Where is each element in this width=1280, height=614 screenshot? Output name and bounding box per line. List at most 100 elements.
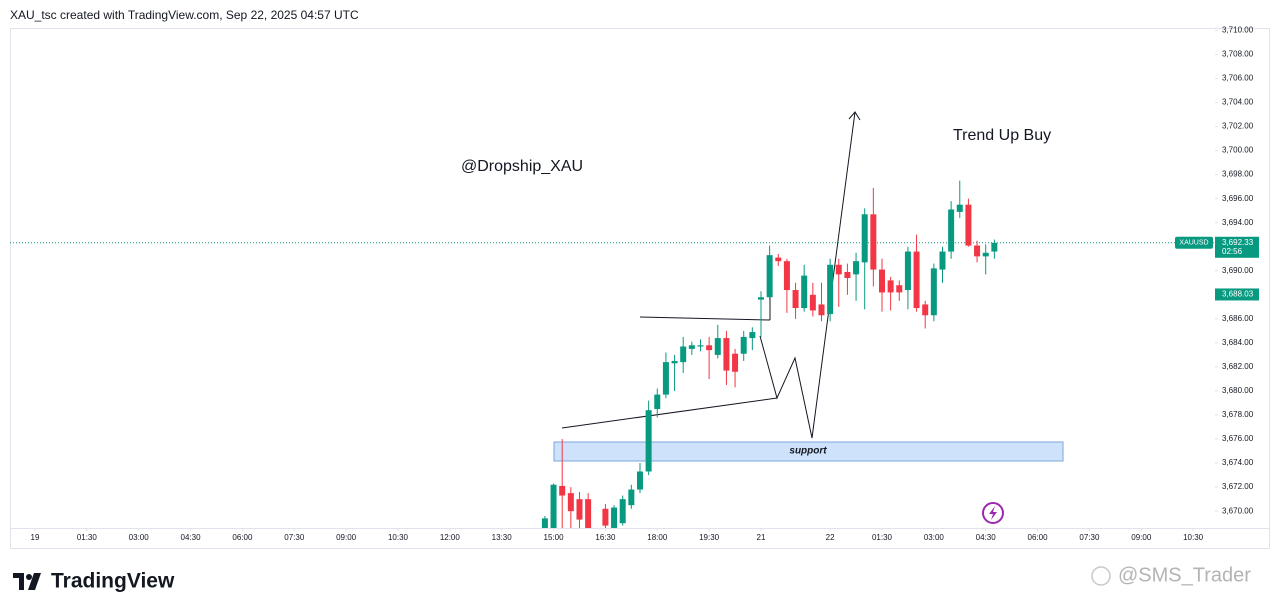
candle-body bbox=[671, 360, 678, 364]
price-label-box bbox=[1215, 288, 1259, 301]
y-tick-label: 3,698.00 bbox=[1222, 170, 1254, 179]
candle-body bbox=[965, 204, 972, 246]
x-tick-label: 12:00 bbox=[440, 533, 461, 542]
logo-shape bbox=[28, 573, 41, 590]
alert-icon-bolt bbox=[989, 506, 997, 520]
candle-body bbox=[844, 271, 851, 278]
candle-body bbox=[662, 362, 669, 395]
y-tick-label: 3,672.00 bbox=[1222, 482, 1254, 491]
candle-body bbox=[809, 294, 816, 311]
logo-shape bbox=[13, 573, 24, 590]
y-tick-label: 3,704.00 bbox=[1222, 98, 1254, 107]
symbol-label: XAUUSD bbox=[1179, 240, 1208, 247]
candle-body bbox=[602, 508, 609, 526]
candle-body bbox=[766, 255, 773, 298]
candle-body bbox=[636, 471, 643, 490]
x-tick-label: 18:00 bbox=[647, 533, 668, 542]
y-tick-label: 3,694.00 bbox=[1222, 218, 1254, 227]
candle-body bbox=[654, 394, 661, 410]
projection-path bbox=[759, 111, 856, 439]
candle-body bbox=[974, 245, 981, 257]
candle-body bbox=[887, 280, 894, 293]
candle-body bbox=[541, 518, 548, 528]
chart-title: XAU_tsc created with TradingView.com, Se… bbox=[10, 8, 359, 22]
candle-body bbox=[749, 332, 756, 339]
x-tick-label: 10:30 bbox=[388, 533, 409, 542]
y-tick-label: 3,702.00 bbox=[1222, 122, 1254, 131]
y-tick-label: 3,706.00 bbox=[1222, 74, 1254, 83]
candle-body bbox=[576, 499, 583, 520]
resistance-line bbox=[639, 316, 771, 321]
y-tick-label: 3,690.00 bbox=[1222, 266, 1254, 275]
candle-body bbox=[801, 275, 808, 309]
candle-body bbox=[723, 338, 730, 371]
candle-body bbox=[732, 353, 739, 372]
candle-body bbox=[904, 251, 911, 291]
candle-body bbox=[559, 485, 566, 496]
x-tick-label: 10:30 bbox=[1183, 533, 1204, 542]
logo-shape bbox=[26, 574, 32, 580]
trend-line bbox=[561, 397, 778, 429]
x-tick-label: 09:00 bbox=[336, 533, 357, 542]
y-tick-label: 3,696.00 bbox=[1222, 194, 1254, 203]
x-tick-label: 19 bbox=[31, 533, 40, 542]
candle-body bbox=[680, 346, 687, 363]
last-price-box bbox=[1215, 236, 1259, 258]
x-tick-label: 22 bbox=[826, 533, 835, 542]
candle-body bbox=[853, 261, 860, 275]
candle-body bbox=[697, 345, 704, 347]
candle-body bbox=[567, 493, 574, 512]
x-tick-label: 15:00 bbox=[544, 533, 565, 542]
candle-body bbox=[835, 264, 842, 275]
x-tick-label: 03:00 bbox=[129, 533, 150, 542]
brand: TradingView bbox=[51, 570, 175, 593]
last-price-label: 3,692.33 bbox=[1222, 238, 1254, 247]
candle-body bbox=[922, 304, 929, 316]
y-tick-label: 3,710.00 bbox=[1222, 26, 1254, 35]
candle-body bbox=[619, 499, 626, 524]
candle-body bbox=[982, 252, 989, 257]
candle-body bbox=[913, 251, 920, 309]
y-tick-label: 3,684.00 bbox=[1222, 338, 1254, 347]
arrow-head bbox=[848, 111, 861, 121]
candle-body bbox=[991, 242, 998, 252]
support-zone bbox=[553, 441, 1064, 462]
candle-body bbox=[948, 209, 955, 252]
x-tick-label: 01:30 bbox=[77, 533, 98, 542]
y-tick-label: 3,674.00 bbox=[1222, 458, 1254, 467]
candle-body bbox=[550, 484, 557, 528]
candle-body bbox=[930, 268, 937, 316]
candle-body bbox=[714, 338, 721, 355]
x-tick-label: 13:30 bbox=[492, 533, 513, 542]
symbol-label-box bbox=[1175, 236, 1213, 249]
annotation: support bbox=[789, 446, 827, 457]
candle-body bbox=[783, 261, 790, 291]
x-tick-label: 06:00 bbox=[1028, 533, 1049, 542]
x-tick-label: 07:30 bbox=[1079, 533, 1100, 542]
x-tick-label: 16:30 bbox=[595, 533, 616, 542]
candle-body bbox=[818, 304, 825, 316]
candle-body bbox=[706, 345, 713, 351]
candle-body bbox=[740, 336, 747, 354]
candle-body bbox=[645, 410, 652, 472]
x-tick-label: 19:30 bbox=[699, 533, 720, 542]
x-tick-label: 09:00 bbox=[1131, 533, 1152, 542]
countdown-label: 02:56 bbox=[1222, 247, 1243, 256]
y-tick-label: 3,670.00 bbox=[1222, 506, 1254, 515]
x-tick-label: 06:00 bbox=[232, 533, 253, 542]
candle-body bbox=[878, 269, 885, 293]
candle-body bbox=[896, 285, 903, 293]
y-tick-label: 3,708.00 bbox=[1222, 50, 1254, 59]
y-tick-label: 3,676.00 bbox=[1222, 434, 1254, 443]
candle-body bbox=[775, 257, 782, 262]
x-tick-label: 01:30 bbox=[872, 533, 893, 542]
candle-body bbox=[628, 489, 635, 506]
candle-body bbox=[792, 290, 799, 309]
candle-body bbox=[585, 499, 592, 528]
candle-body bbox=[827, 264, 834, 315]
price-label: 3,688.03 bbox=[1222, 290, 1254, 299]
candle-body bbox=[611, 507, 618, 528]
y-tick-label: 3,680.00 bbox=[1222, 386, 1254, 395]
